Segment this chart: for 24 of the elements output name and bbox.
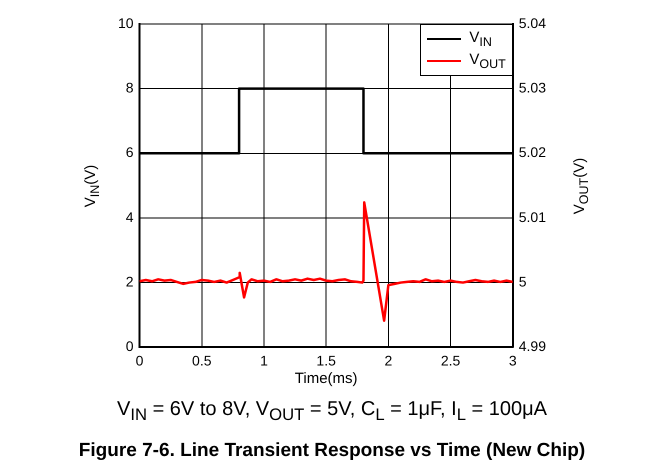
y2-tick-label: 5.02 bbox=[518, 144, 546, 160]
x-tick-label: 2.5 bbox=[440, 352, 460, 368]
y2-tick-label: 5.03 bbox=[518, 80, 546, 96]
y-tick-label: 10 bbox=[118, 14, 134, 31]
text: Figure 7-6. Line Transient Response vs Time (New Chip) bbox=[78, 440, 586, 462]
y-tick-label: 6 bbox=[126, 144, 134, 160]
x-tick-label: 0 bbox=[136, 352, 144, 368]
y2-tick-label: 4.99 bbox=[518, 338, 546, 354]
y-tick-label: 4 bbox=[126, 208, 134, 225]
y2-tick-label: 5.04 bbox=[518, 14, 546, 31]
x-tick-label: 0.5 bbox=[192, 352, 212, 368]
x-tick-label: 1 bbox=[260, 352, 268, 368]
y-tick-label: 8 bbox=[126, 80, 134, 96]
text: V$_{IN}$ = 6V to 8V, V$_{OUT}$ = 5V, C$_{L}$ = 1μF, I$_{L}$ = 100μA bbox=[117, 398, 547, 424]
x-axis-title: Time(ms) bbox=[294, 370, 358, 387]
y-tick-label: 2 bbox=[126, 273, 134, 290]
x-tick-label: 3 bbox=[508, 352, 517, 368]
legend-label: V$_{OUT}$ bbox=[469, 51, 506, 71]
x-tick-label: 1.5 bbox=[316, 352, 336, 368]
y2-tick-label: 5.01 bbox=[518, 208, 546, 225]
x-tick-label: 2 bbox=[384, 352, 392, 368]
y2-tick-label: 5 bbox=[518, 273, 527, 290]
y-tick-label: 0 bbox=[126, 338, 134, 354]
legend-label: V$_{IN}$ bbox=[469, 29, 492, 49]
